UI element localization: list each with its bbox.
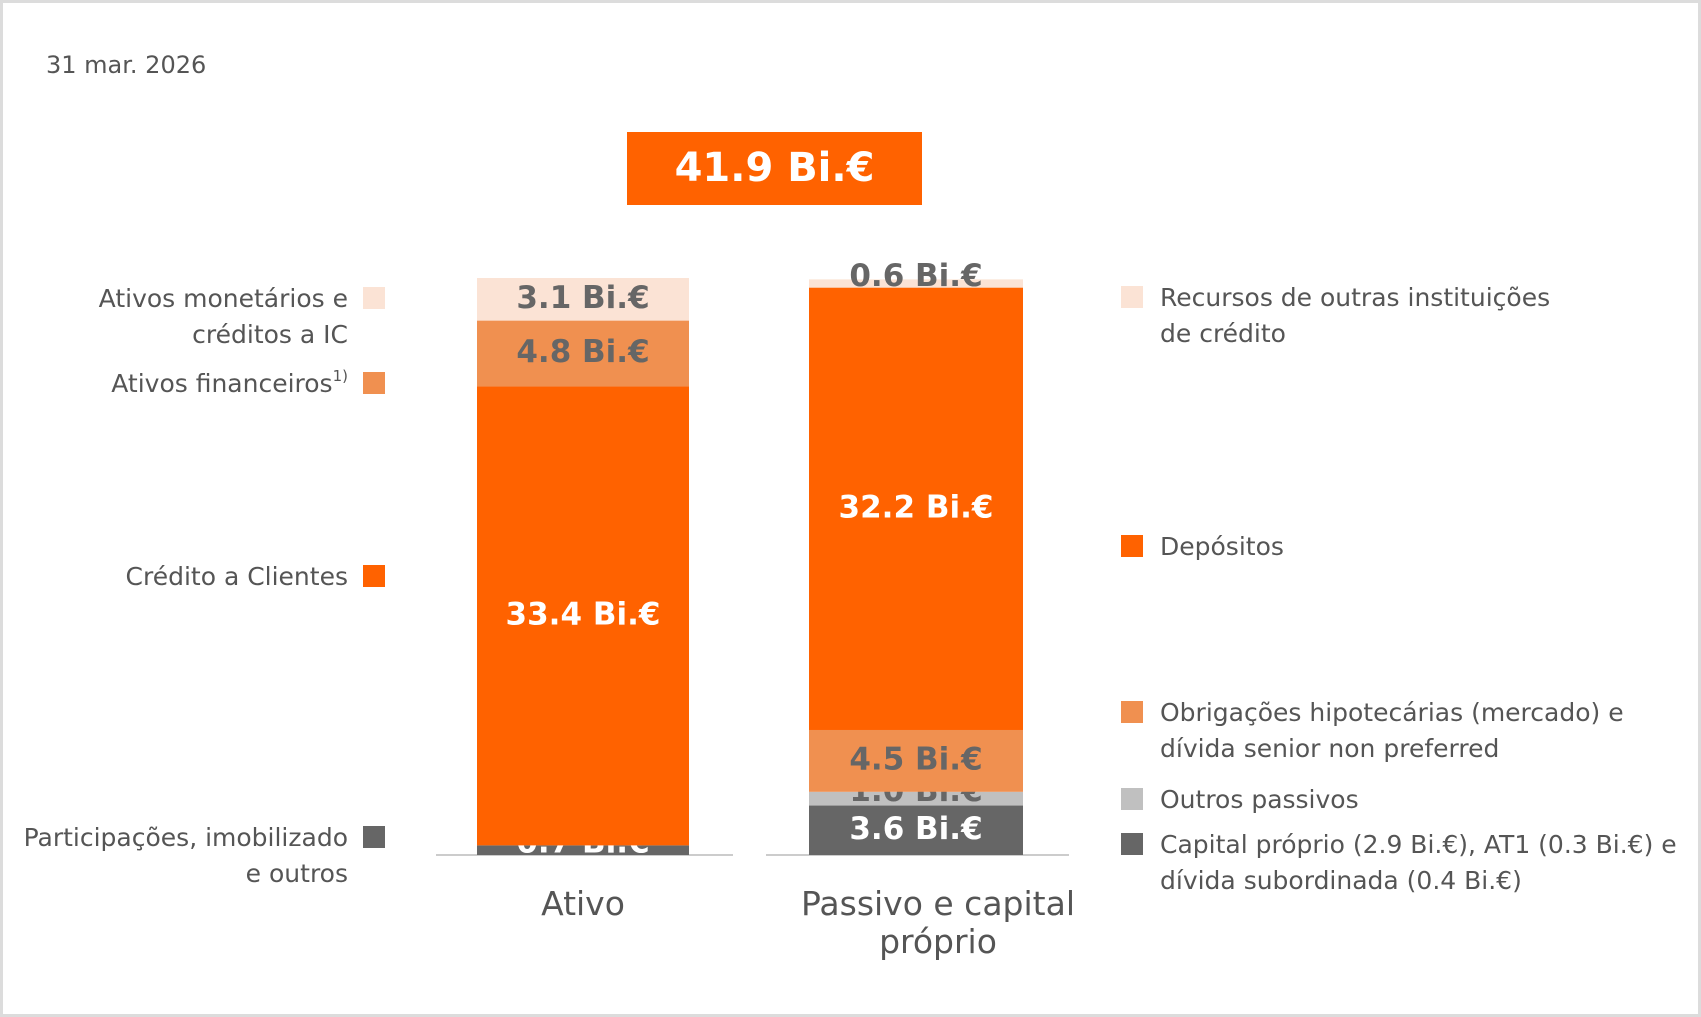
legend-label: Outros passivos	[1160, 782, 1560, 818]
legend-swatch	[363, 826, 385, 848]
legend-swatch	[363, 372, 385, 394]
legend-swatch	[1121, 535, 1143, 557]
value-label: 32.2 Bi.€	[839, 489, 994, 525]
legend-swatch	[363, 565, 385, 587]
value-label: 33.4 Bi.€	[506, 596, 661, 632]
legend-label: Participações, imobilizado e outros	[23, 820, 348, 892]
legend-text: Obrigações hipotecárias (mercado) e dívi…	[1160, 698, 1624, 763]
date: 31 mar. 2026	[46, 51, 207, 79]
bar-segment	[477, 845, 689, 855]
bar-segment	[809, 805, 1023, 855]
bar-segment	[477, 320, 689, 387]
value-label: 3.1 Bi.€	[516, 280, 649, 316]
legend-swatch	[1121, 701, 1143, 723]
legend-swatch	[1121, 833, 1143, 855]
legend-label: Capital próprio (2.9 Bi.€), AT1 (0.3 Bi.…	[1160, 827, 1680, 899]
value-label: 4.8 Bi.€	[516, 334, 649, 370]
bar-segment	[809, 279, 1023, 288]
footnote-marker: 1)	[332, 367, 348, 385]
legend-text: Recursos de outras instituições de crédi…	[1160, 283, 1551, 348]
legend-text: Participações, imobilizado e outros	[23, 823, 348, 888]
legend-swatch	[1121, 788, 1143, 810]
legend-text: Crédito a Clientes	[125, 562, 348, 591]
bar-segment	[809, 729, 1023, 792]
bar-segment	[809, 791, 1023, 806]
legend-label: Recursos de outras instituições de crédi…	[1160, 280, 1560, 352]
value-label: 0.6 Bi.€	[849, 258, 982, 294]
legend-text: Capital próprio (2.9 Bi.€), AT1 (0.3 Bi.…	[1160, 830, 1677, 895]
bar-segment	[477, 386, 689, 846]
legend-text: Ativos financeiros	[111, 369, 333, 398]
legend-label: Depósitos	[1160, 529, 1560, 565]
legend-text: Ativos monetários e créditos a IC	[98, 284, 348, 349]
legend-swatch	[1121, 286, 1143, 308]
legend-label: Ativos financeiros1)	[23, 366, 348, 402]
value-label: 4.5 Bi.€	[849, 741, 982, 777]
legend-label: Obrigações hipotecárias (mercado) e dívi…	[1160, 695, 1680, 767]
legend-text: Outros passivos	[1160, 785, 1359, 814]
legend-label: Ativos monetários e créditos a IC	[23, 281, 348, 353]
chart-canvas: 0.7 Bi.€33.4 Bi.€4.8 Bi.€3.1 Bi.€3.6 Bi.…	[363, 258, 1143, 861]
legend-swatch	[363, 287, 385, 309]
value-label: 3.6 Bi.€	[849, 811, 982, 847]
category-label: Passivo e capital próprio	[800, 884, 1075, 961]
bar-segment	[809, 287, 1023, 730]
legend-label: Crédito a Clientes	[23, 559, 348, 595]
category-label: Ativo	[541, 884, 625, 923]
total-label: 41.9 Bi.€	[627, 132, 922, 205]
bar-segment	[477, 278, 689, 321]
legend-text: Depósitos	[1160, 532, 1284, 561]
